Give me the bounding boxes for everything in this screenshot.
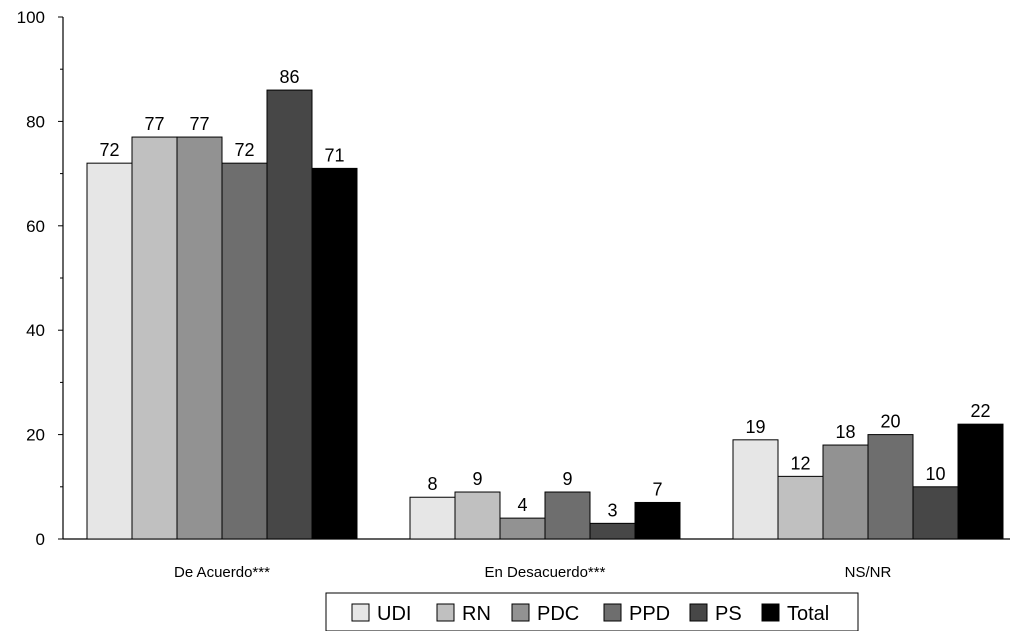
value-label: 3: [607, 500, 617, 520]
value-label: 4: [517, 495, 527, 515]
value-label: 71: [324, 145, 344, 165]
value-label: 10: [925, 464, 945, 484]
legend: UDI RN PDC PPD PS Total: [325, 592, 859, 631]
legend-swatch: [511, 603, 530, 622]
value-label: 12: [790, 453, 810, 473]
category-label: NS/NR: [845, 564, 892, 581]
category-labels-group: De Acuerdo*** En Desacuerdo*** NS/NR: [174, 564, 891, 581]
value-label: 19: [745, 417, 765, 437]
legend-swatch: [603, 603, 622, 622]
bar: [777, 475, 824, 540]
value-label: 86: [279, 67, 299, 87]
bar: [176, 136, 223, 540]
bar: [867, 434, 914, 540]
y-tick-label: 100: [17, 8, 45, 27]
y-tick-label: 20: [26, 426, 45, 445]
y-axis-ticks: 0 20 40 60 80 100: [17, 8, 63, 549]
bar: [544, 491, 591, 540]
value-labels-group: 72 77 77 72 86 71 8 9 4 9 3 7 19 12 18 20 10 22: [99, 67, 990, 520]
value-label: 72: [99, 140, 119, 160]
bar: [634, 501, 681, 540]
value-label: 9: [562, 469, 572, 489]
bar: [499, 517, 546, 540]
bar: [311, 167, 358, 540]
bar: [266, 89, 313, 540]
legend-label: RN: [462, 603, 491, 625]
legend-label: PS: [715, 603, 742, 625]
bar: [957, 423, 1004, 540]
value-label: 22: [970, 401, 990, 421]
category-label: De Acuerdo***: [174, 564, 270, 581]
y-tick-label: 0: [36, 530, 45, 549]
y-tick-label: 80: [26, 112, 45, 131]
legend-label: Total: [787, 603, 829, 625]
value-label: 18: [835, 422, 855, 442]
legend-swatch: [351, 603, 370, 622]
bars-group: [86, 89, 1004, 540]
bar: [86, 162, 133, 540]
legend-label: UDI: [377, 603, 411, 625]
category-label: En Desacuerdo***: [485, 564, 606, 581]
bar: [221, 162, 268, 540]
legend-label: PPD: [629, 603, 670, 625]
y-tick-label: 60: [26, 217, 45, 236]
bar: [409, 496, 456, 540]
bar: [912, 486, 959, 540]
legend-swatch: [761, 603, 780, 622]
y-tick-label: 40: [26, 321, 45, 340]
value-label: 7: [652, 479, 662, 499]
bar: [589, 522, 636, 540]
value-label: 20: [880, 412, 900, 432]
bar: [131, 136, 178, 540]
bar: [454, 491, 501, 540]
legend-swatch: [689, 603, 708, 622]
legend-swatch: [436, 603, 455, 622]
value-label: 8: [427, 474, 437, 494]
value-label: 77: [189, 114, 209, 134]
value-label: 77: [144, 114, 164, 134]
bar: [822, 444, 869, 540]
legend-label: PDC: [537, 603, 579, 625]
value-label: 72: [234, 140, 254, 160]
value-label: 9: [472, 469, 482, 489]
bar: [732, 439, 779, 540]
